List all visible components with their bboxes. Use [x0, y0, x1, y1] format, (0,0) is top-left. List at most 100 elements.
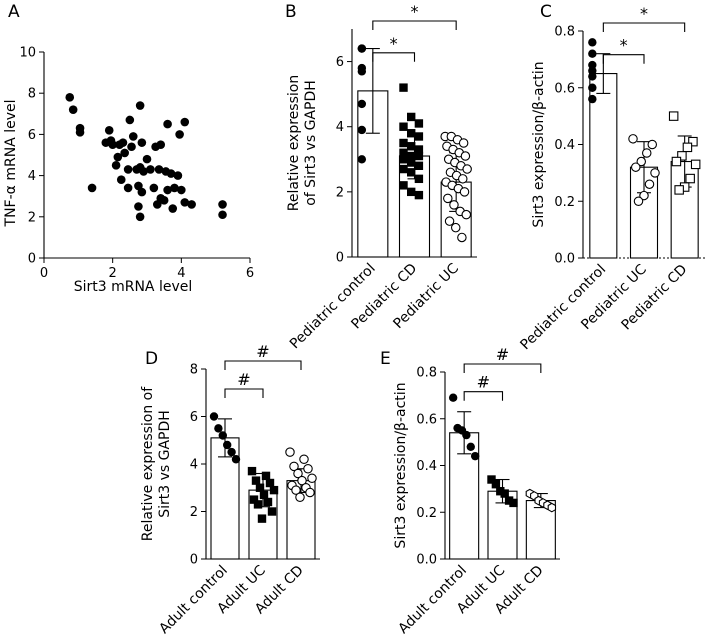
- data-point: [289, 461, 299, 472]
- scatter-point: [137, 187, 147, 197]
- y-tick-label: 6: [28, 128, 36, 143]
- data-point: [444, 216, 455, 226]
- data-point: [588, 49, 597, 58]
- data-point: [630, 162, 641, 172]
- scatter-point: [163, 119, 172, 129]
- scatter-point: [163, 185, 172, 195]
- y-tick-label: 0.0: [554, 252, 575, 267]
- scatter-point: [146, 165, 155, 174]
- data-point: [633, 196, 644, 207]
- scatter-point: [116, 175, 126, 185]
- data-point: [461, 209, 472, 220]
- y-axis-label: Relative expressionof Sirt3 vs GAPDH: [286, 75, 319, 211]
- significance-marker: #: [256, 342, 269, 361]
- data-point: [251, 476, 261, 485]
- data-point: [407, 112, 416, 122]
- data-point: [466, 442, 475, 451]
- scatter-point: [218, 210, 227, 220]
- scatter-point: [120, 148, 129, 158]
- data-point: [674, 185, 684, 195]
- data-point: [682, 142, 693, 153]
- data-point: [407, 168, 416, 177]
- data-point: [547, 502, 557, 513]
- data-point: [247, 466, 257, 476]
- data-point: [218, 431, 227, 440]
- scatter-point: [68, 105, 78, 114]
- scatter-point: [113, 152, 123, 162]
- x-tick-label: 0: [40, 266, 48, 281]
- data-point: [668, 111, 679, 121]
- data-point: [462, 430, 471, 440]
- y-tick-label: 0.6: [554, 81, 575, 96]
- data-point: [209, 412, 219, 421]
- data-point: [297, 475, 307, 486]
- y-tick-label: 2: [28, 210, 36, 225]
- scatter-point: [123, 165, 133, 174]
- data-point: [677, 151, 687, 161]
- data-point: [407, 129, 416, 138]
- scatter-point: [154, 165, 164, 174]
- scatter-point: [175, 130, 184, 139]
- y-tick-label: 6: [190, 410, 198, 425]
- scatter-point: [168, 204, 178, 213]
- significance-bracket: [602, 22, 686, 32]
- data-point: [414, 119, 424, 128]
- data-point: [588, 83, 597, 92]
- panel-label: A: [8, 2, 20, 22]
- scatter-point: [123, 183, 133, 193]
- y-tick-label: 10: [19, 46, 36, 61]
- data-point: [399, 164, 408, 174]
- data-point: [267, 507, 277, 516]
- significance-marker: *: [640, 4, 648, 23]
- data-point: [457, 232, 467, 243]
- data-point: [357, 67, 367, 76]
- scatter-point: [159, 196, 169, 205]
- data-point: [263, 497, 273, 507]
- data-point: [487, 475, 496, 484]
- scatter-point: [135, 101, 145, 110]
- scatter-point: [111, 161, 121, 170]
- scatter-point: [139, 167, 148, 176]
- significance-bracket: [372, 20, 457, 30]
- data-point: [253, 500, 263, 509]
- data-point: [223, 440, 232, 450]
- data-point: [450, 222, 461, 233]
- data-point: [588, 94, 597, 104]
- scatter-point: [108, 140, 117, 149]
- significance-bracket: [463, 391, 504, 401]
- significance-marker: #: [477, 373, 490, 392]
- y-tick-label: 2: [190, 505, 198, 520]
- panel-label: C: [540, 2, 552, 22]
- data-point: [265, 478, 275, 488]
- scatter-point: [128, 132, 138, 141]
- panel-label: E: [380, 349, 391, 369]
- y-axis-label: Sirt3 expression/β-actin: [393, 382, 409, 548]
- data-point: [496, 487, 505, 496]
- y-axis-label-line: Sirt3 vs GAPDH: [157, 410, 173, 518]
- data-point: [399, 155, 408, 164]
- data-point: [688, 136, 698, 147]
- y-axis-label: Sirt3 expression/β-actin: [531, 61, 547, 227]
- scatter-point: [173, 171, 183, 180]
- data-point: [458, 138, 469, 148]
- data-point: [214, 424, 223, 433]
- data-point: [227, 447, 236, 457]
- y-axis-label: Relative expression ofSirt3 vs GAPDH: [140, 386, 173, 541]
- y-axis-label: TNF-α mRNA level: [3, 100, 19, 228]
- data-point: [399, 138, 408, 148]
- panel-label: B: [285, 2, 297, 22]
- y-axis-label-line: Sirt3 expression/β-actin: [531, 61, 547, 227]
- y-tick-label: 8: [28, 87, 36, 102]
- scatter-point: [125, 115, 135, 125]
- data-point: [500, 489, 509, 498]
- significance-marker: *: [390, 34, 398, 53]
- data-point: [291, 485, 301, 495]
- y-tick-label: 4: [190, 458, 198, 473]
- data-point: [462, 164, 472, 174]
- significance-marker: #: [496, 345, 509, 364]
- scatter-point: [104, 125, 114, 135]
